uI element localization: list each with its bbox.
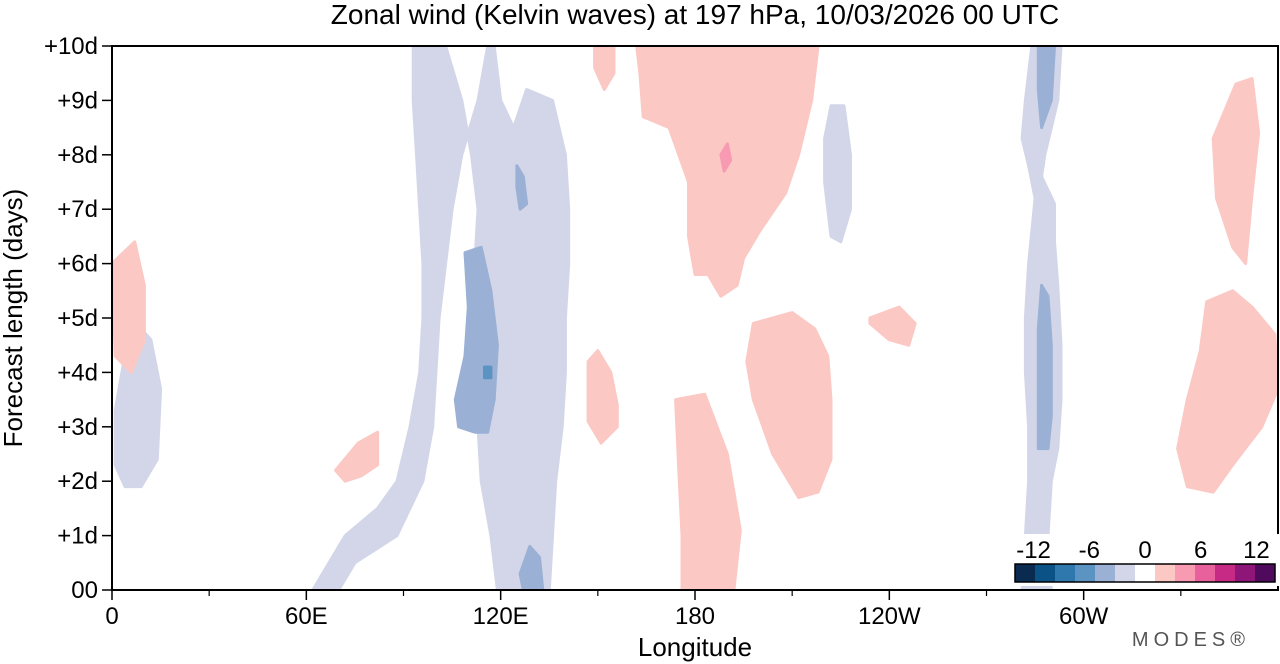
y-tick-label: +9d: [57, 87, 98, 114]
chart-title: Zonal wind (Kelvin waves) at 197 hPa, 10…: [331, 0, 1059, 30]
x-axis-ticks: 0 60E 120E 180 120W 60W: [105, 590, 1182, 630]
colorbar-swatch: [1195, 564, 1216, 582]
colorbar-swatch: [1255, 564, 1276, 582]
field-negative-core-115E: [453, 245, 499, 434]
colorbar-label: 6: [1194, 537, 1207, 564]
y-tick-label: +10d: [44, 33, 98, 60]
wind-field-contours: [112, 46, 1278, 590]
field-positive-central-lower: [674, 392, 742, 590]
colorbar-label: 12: [1243, 537, 1270, 564]
y-tick-label: +7d: [57, 196, 98, 223]
field-negative-dot-116E: [483, 365, 493, 380]
y-tick-label: +5d: [57, 305, 98, 332]
colorbar-swatch: [1015, 564, 1036, 582]
y-tick-label: +3d: [57, 414, 98, 441]
colorbar-swatch: [1115, 564, 1136, 582]
field-positive-small-140W: [868, 305, 917, 347]
field-positive-west-upper: [1211, 77, 1261, 266]
field-positive-dateline-upper: [635, 46, 820, 298]
colorbar-swatch: [1075, 564, 1096, 582]
field-positive-small-70E: [334, 430, 380, 483]
colorbar-legend: -12 -6 0 6 12: [1003, 534, 1279, 586]
field-positive-small-150E: [586, 349, 619, 445]
field-positive-small-150E-top: [593, 46, 616, 91]
y-tick-label: +8d: [57, 142, 98, 169]
field-negative-band-100E-140E: [311, 46, 571, 590]
x-tick-label: 180: [675, 603, 715, 630]
colorbar-swatch: [1095, 564, 1116, 582]
field-positive-core-190: [719, 142, 733, 173]
colorbar-swatch: [1215, 564, 1236, 582]
x-tick-label: 0: [105, 603, 118, 630]
x-tick-label: 120W: [858, 603, 921, 630]
colorbar-swatch: [1135, 564, 1156, 582]
colorbar-label: -12: [1016, 537, 1051, 564]
field-positive-west-10W: [1176, 289, 1278, 494]
field-positive-central-east: [745, 311, 833, 499]
colorbar-frame: [1014, 563, 1276, 583]
colorbar-label: -6: [1079, 537, 1100, 564]
colorbar-swatch: [1175, 564, 1196, 582]
field-negative-core-130E: [518, 545, 545, 590]
x-tick-label: 60W: [1059, 603, 1109, 630]
field-negative-core-50W: [1036, 46, 1056, 130]
x-axis-label: Longitude: [638, 632, 752, 662]
field-positive-westedge: [112, 240, 146, 374]
y-axis-ticks: 00 +1d +2d +3d +4d +5d +6d +7d +8d +9d +10d: [44, 33, 112, 604]
colorbar-label: 0: [1138, 537, 1151, 564]
field-negative-core-48W: [1036, 283, 1053, 451]
colorbar-swatch: [1155, 564, 1176, 582]
colorbar-swatch: [1235, 564, 1256, 582]
colorbar-swatch: [1055, 564, 1076, 582]
y-tick-label: +6d: [57, 251, 98, 278]
field-negative-small-127E: [515, 164, 529, 211]
y-tick-label: +4d: [57, 359, 98, 386]
x-tick-label: 60E: [285, 603, 328, 630]
y-tick-label: +2d: [57, 468, 98, 495]
modes-brand-logo: MODES®: [1132, 629, 1250, 651]
y-axis-label: Forecast length (days): [0, 189, 28, 448]
y-tick-label: 00: [71, 577, 98, 604]
field-negative-east-small: [823, 104, 852, 244]
colorbar-swatch: [1035, 564, 1056, 582]
y-tick-label: +1d: [57, 523, 98, 550]
x-tick-label: 120E: [473, 603, 529, 630]
